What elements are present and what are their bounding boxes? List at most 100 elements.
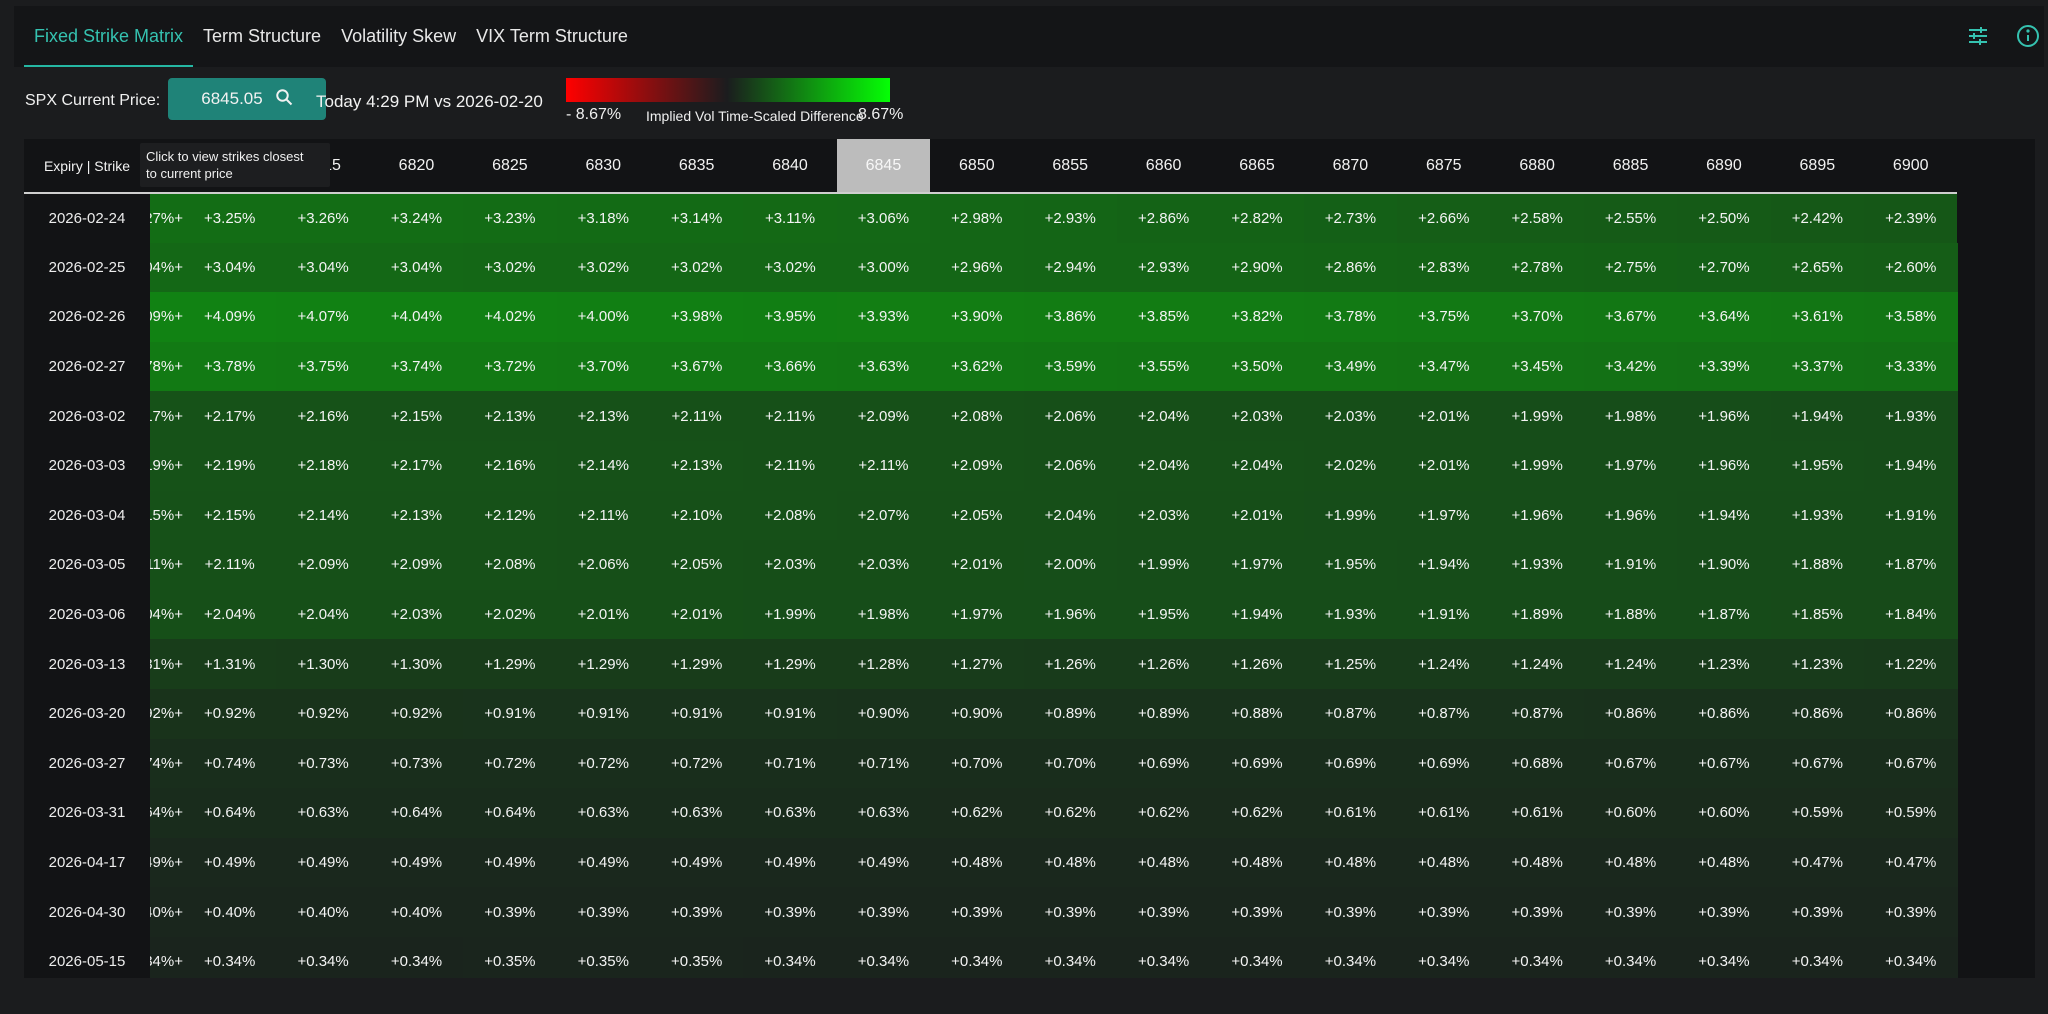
- matrix-cell[interactable]: +0.70%: [1023, 738, 1117, 789]
- matrix-cell[interactable]: +0.34%: [183, 936, 277, 978]
- strike-header[interactable]: 6845: [836, 139, 931, 194]
- matrix-cell[interactable]: +0.49%: [836, 837, 931, 888]
- matrix-cell[interactable]: +0.59%: [1864, 788, 1958, 838]
- tab-term-structure[interactable]: Term Structure: [203, 26, 322, 46]
- strike-header[interactable]: 6830: [556, 139, 650, 194]
- matrix-cell[interactable]: +1.94%: [1397, 540, 1491, 590]
- matrix-cell[interactable]: +1.87%: [1864, 540, 1958, 590]
- matrix-cell[interactable]: +2.14%: [556, 440, 650, 491]
- strike-header[interactable]: 6825: [463, 139, 557, 194]
- matrix-cell[interactable]: +2.01%: [556, 589, 650, 640]
- matrix-cell[interactable]: +3.55%: [1116, 341, 1211, 392]
- matrix-cell[interactable]: +0.48%: [1116, 837, 1211, 888]
- matrix-cell[interactable]: +0.47%: [1864, 837, 1958, 888]
- matrix-cell[interactable]: +0.62%: [1210, 788, 1304, 838]
- matrix-cell[interactable]: +0.89%: [1116, 688, 1211, 739]
- matrix-cell-clipped[interactable]: +1.31%: [150, 639, 183, 689]
- matrix-cell[interactable]: +2.03%: [1210, 391, 1304, 441]
- matrix-cell[interactable]: +0.34%: [1864, 936, 1958, 978]
- matrix-cell[interactable]: +0.60%: [1677, 788, 1771, 838]
- matrix-cell[interactable]: +0.62%: [1116, 788, 1211, 838]
- matrix-cell[interactable]: +2.03%: [369, 589, 464, 640]
- matrix-cell[interactable]: +0.39%: [463, 887, 557, 937]
- matrix-cell[interactable]: +1.93%: [1770, 490, 1865, 541]
- matrix-cell[interactable]: +2.02%: [463, 589, 557, 640]
- matrix-cell[interactable]: +1.30%: [276, 639, 370, 689]
- matrix-cell-clipped[interactable]: +3.27%: [150, 193, 183, 243]
- tab-vix-term-structure[interactable]: VIX Term Structure: [476, 26, 628, 46]
- matrix-cell[interactable]: +2.94%: [1023, 242, 1117, 293]
- matrix-cell[interactable]: +2.16%: [276, 391, 370, 441]
- matrix-cell[interactable]: +1.97%: [930, 589, 1024, 640]
- matrix-cell[interactable]: +0.86%: [1583, 688, 1678, 739]
- matrix-cell[interactable]: +2.04%: [1116, 440, 1211, 491]
- matrix-cell[interactable]: +1.26%: [1023, 639, 1117, 689]
- matrix-cell[interactable]: +1.29%: [649, 639, 744, 689]
- matrix-cell[interactable]: +3.75%: [1397, 292, 1491, 342]
- matrix-cell[interactable]: +1.93%: [1864, 391, 1958, 441]
- matrix-cell[interactable]: +0.39%: [1116, 887, 1211, 937]
- matrix-cell[interactable]: +0.86%: [1770, 688, 1865, 739]
- matrix-cell[interactable]: +0.47%: [1770, 837, 1865, 888]
- matrix-cell[interactable]: +0.67%: [1770, 738, 1865, 789]
- matrix-cell[interactable]: +0.39%: [1303, 887, 1398, 937]
- matrix-cell[interactable]: +0.91%: [463, 688, 557, 739]
- matrix-cell[interactable]: +3.98%: [649, 292, 744, 342]
- matrix-cell[interactable]: +0.86%: [1864, 688, 1958, 739]
- matrix-cell[interactable]: +0.39%: [836, 887, 931, 937]
- matrix-cell-clipped[interactable]: +2.17%: [150, 391, 183, 441]
- matrix-cell[interactable]: +2.98%: [930, 193, 1024, 243]
- matrix-cell[interactable]: +0.63%: [836, 788, 931, 838]
- matrix-cell[interactable]: +2.04%: [183, 589, 277, 640]
- matrix-cell[interactable]: +1.98%: [836, 589, 931, 640]
- matrix-cell[interactable]: +0.39%: [1677, 887, 1771, 937]
- matrix-cell[interactable]: +0.48%: [1583, 837, 1678, 888]
- matrix-cell[interactable]: +0.35%: [649, 936, 744, 978]
- matrix-cell[interactable]: +0.48%: [930, 837, 1024, 888]
- matrix-cell[interactable]: +3.00%: [836, 242, 931, 293]
- matrix-cell[interactable]: +2.11%: [183, 540, 277, 590]
- matrix-cell[interactable]: +2.93%: [1023, 193, 1117, 243]
- matrix-cell[interactable]: +0.90%: [836, 688, 931, 739]
- matrix-cell[interactable]: +0.63%: [649, 788, 744, 838]
- matrix-cell-clipped[interactable]: +0.49%: [150, 837, 183, 888]
- matrix-cell[interactable]: +0.87%: [1490, 688, 1584, 739]
- matrix-cell[interactable]: +0.73%: [276, 738, 370, 789]
- matrix-cell[interactable]: +2.05%: [930, 490, 1024, 541]
- matrix-cell[interactable]: +0.39%: [743, 887, 837, 937]
- matrix-cell[interactable]: +0.67%: [1583, 738, 1678, 789]
- matrix-cell[interactable]: +0.64%: [369, 788, 464, 838]
- matrix-cell[interactable]: +0.34%: [1490, 936, 1584, 978]
- matrix-cell-clipped[interactable]: +2.11%: [150, 540, 183, 590]
- matrix-cell[interactable]: +2.15%: [369, 391, 464, 441]
- matrix-cell[interactable]: +1.93%: [1490, 540, 1584, 590]
- matrix-cell[interactable]: +0.39%: [1397, 887, 1491, 937]
- matrix-cell[interactable]: +0.34%: [930, 936, 1024, 978]
- matrix-cell[interactable]: +0.49%: [556, 837, 650, 888]
- matrix-cell[interactable]: +3.47%: [1397, 341, 1491, 392]
- matrix-cell[interactable]: +3.04%: [369, 242, 464, 293]
- matrix-cell[interactable]: +0.61%: [1397, 788, 1491, 838]
- matrix-cell[interactable]: +3.04%: [276, 242, 370, 293]
- matrix-cell[interactable]: +2.15%: [183, 490, 277, 541]
- matrix-cell[interactable]: +1.23%: [1770, 639, 1865, 689]
- matrix-cell[interactable]: +0.49%: [463, 837, 557, 888]
- matrix-cell[interactable]: +0.68%: [1490, 738, 1584, 789]
- matrix-cell[interactable]: +2.58%: [1490, 193, 1584, 243]
- matrix-cell[interactable]: +0.48%: [1023, 837, 1117, 888]
- matrix-cell[interactable]: +1.89%: [1490, 589, 1584, 640]
- matrix-cell[interactable]: +0.48%: [1210, 837, 1304, 888]
- matrix-cell[interactable]: +1.28%: [836, 639, 931, 689]
- matrix-cell[interactable]: +0.34%: [369, 936, 464, 978]
- matrix-cell[interactable]: +3.02%: [649, 242, 744, 293]
- matrix-cell[interactable]: +1.97%: [1397, 490, 1491, 541]
- matrix-cell[interactable]: +2.60%: [1864, 242, 1958, 293]
- matrix-cell[interactable]: +1.99%: [1303, 490, 1398, 541]
- matrix-cell[interactable]: +0.48%: [1303, 837, 1398, 888]
- matrix-cell[interactable]: +3.82%: [1210, 292, 1304, 342]
- matrix-cell[interactable]: +2.11%: [556, 490, 650, 541]
- matrix-cell[interactable]: +2.13%: [369, 490, 464, 541]
- matrix-cell[interactable]: +2.86%: [1116, 193, 1211, 243]
- matrix-cell[interactable]: +1.91%: [1397, 589, 1491, 640]
- matrix-cell[interactable]: +3.74%: [369, 341, 464, 392]
